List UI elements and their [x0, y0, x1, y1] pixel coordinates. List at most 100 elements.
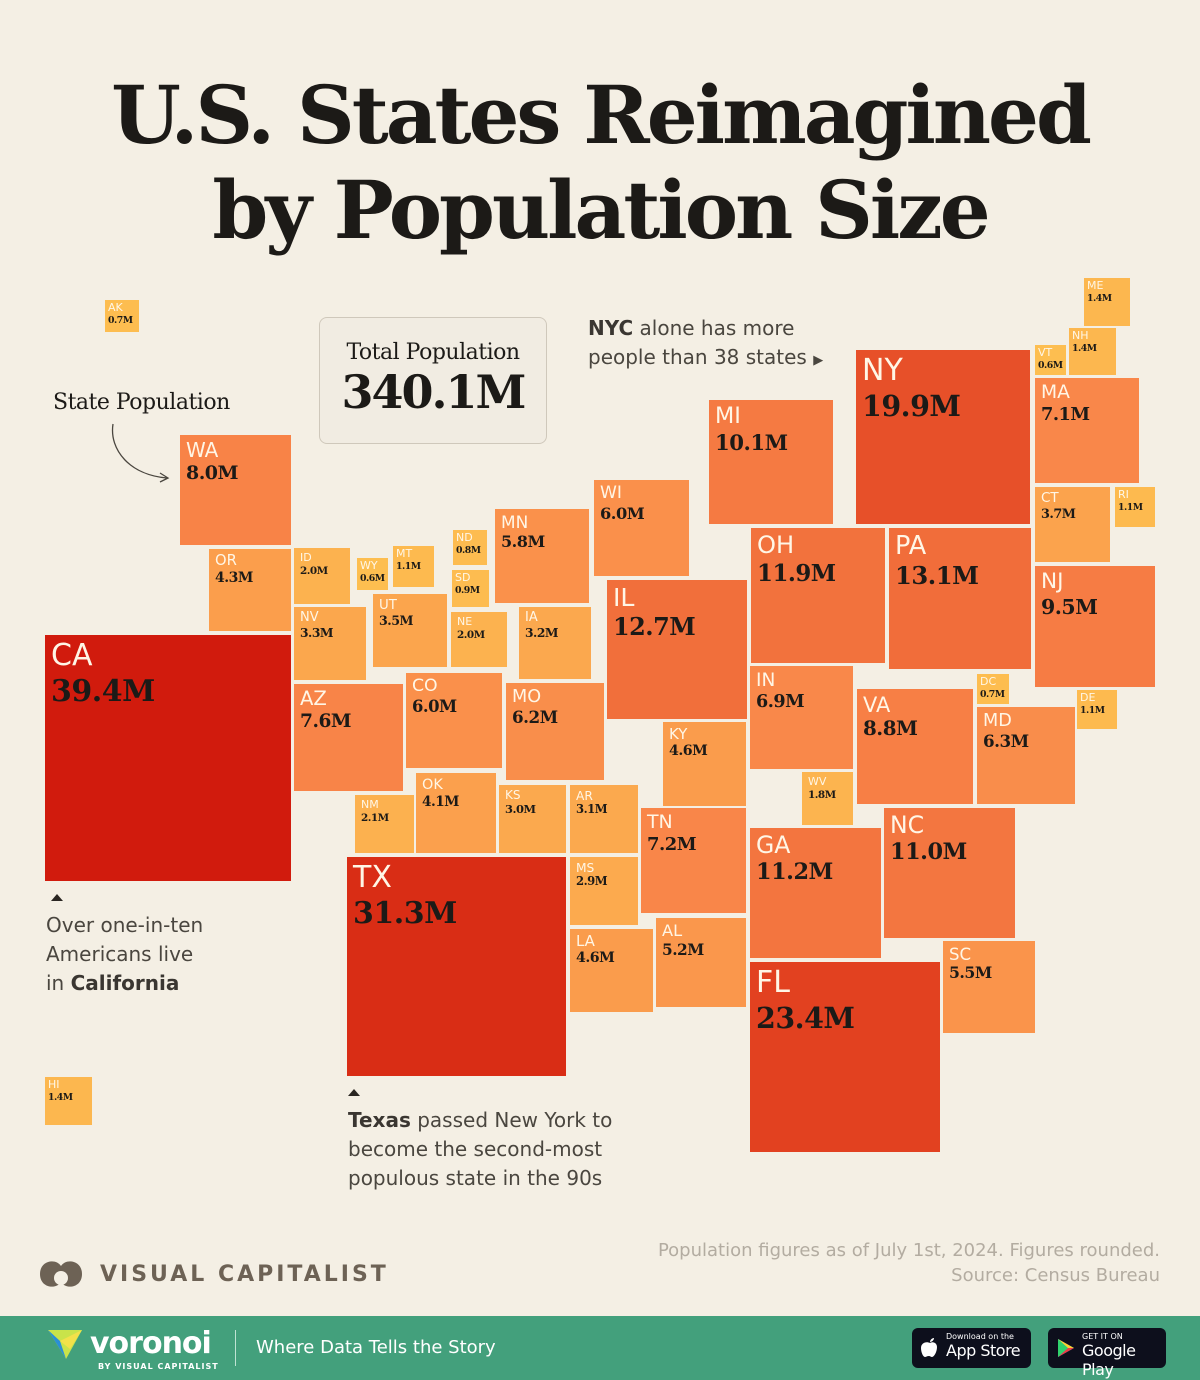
state-abbr: WY	[360, 559, 378, 572]
divider	[235, 1330, 236, 1366]
vc-logo-icon	[40, 1261, 82, 1287]
tx-text-3: populous state in the 90s	[348, 1166, 603, 1190]
state-il: IL 12.7M	[607, 580, 747, 719]
state-ak: AK 0.7M	[105, 300, 139, 332]
state-mi: MI 10.1M	[709, 400, 833, 524]
title-line-1: U.S. States Reimagined	[111, 68, 1092, 162]
state-population: 6.3M	[983, 731, 1029, 752]
state-population: 8.8M	[863, 716, 918, 740]
state-ks: KS 3.0M	[499, 785, 566, 853]
voronoi-wordmark: voronoi	[90, 1326, 212, 1361]
state-population: 6.9M	[756, 691, 805, 713]
nyc-text-2: people than 38 states	[588, 345, 807, 369]
state-population: 6.0M	[600, 503, 645, 523]
state-abbr: PA	[895, 531, 927, 561]
state-population: 8.0M	[186, 461, 239, 484]
state-population: 0.9M	[455, 584, 480, 596]
state-nd: ND 0.8M	[453, 530, 487, 565]
state-abbr: VA	[863, 693, 891, 717]
visual-capitalist-logo: VISUAL CAPITALIST	[36, 1256, 389, 1292]
google-play-button[interactable]: GET IT ON Google Play	[1048, 1328, 1166, 1379]
tx-note: Texas passed New York to become the seco…	[348, 1106, 612, 1193]
state-population: 6.0M	[412, 696, 457, 716]
total-label: Total Population	[346, 340, 520, 365]
state-population: 1.1M	[1080, 704, 1105, 716]
source-line-1: Population figures as of July 1st, 2024.…	[657, 1240, 1160, 1261]
state-la: LA 4.6M	[570, 929, 653, 1012]
state-abbr: OK	[422, 777, 443, 793]
state-id: ID 2.0M	[294, 548, 350, 604]
state-oh: OH 11.9M	[751, 528, 885, 663]
state-abbr: LA	[576, 932, 595, 950]
state-population: 0.6M	[1038, 359, 1063, 371]
state-population: 2.9M	[576, 874, 608, 889]
ca-bold: California	[70, 971, 180, 995]
source-line-2: Source: Census Bureau	[951, 1265, 1160, 1286]
state-population: 3.7M	[1041, 506, 1076, 522]
state-abbr: SC	[949, 945, 972, 964]
state-abbr: AK	[108, 301, 123, 314]
state-abbr: OH	[757, 531, 795, 559]
tx-text-1: passed New York to	[410, 1108, 613, 1132]
state-population: 13.1M	[895, 561, 979, 591]
state-co: CO 6.0M	[406, 673, 502, 768]
state-population: 1.8M	[808, 788, 836, 801]
state-tn: TN 7.2M	[641, 808, 746, 913]
total-value: 340.1M	[341, 365, 527, 419]
triangle-up-icon	[348, 1089, 360, 1096]
state-population: 1.1M	[1118, 501, 1143, 513]
state-abbr: HI	[48, 1078, 60, 1091]
state-population: 5.2M	[662, 940, 704, 959]
state-fl: FL 23.4M	[750, 962, 940, 1152]
state-ne: NE 2.0M	[451, 612, 507, 667]
state-ms: MS 2.9M	[570, 857, 638, 925]
state-population: 11.2M	[756, 859, 833, 886]
state-wi: WI 6.0M	[594, 480, 689, 576]
state-va: VA 8.8M	[857, 689, 973, 804]
state-population: 4.6M	[576, 950, 615, 967]
state-ky: KY 4.6M	[663, 722, 746, 806]
state-population: 3.1M	[576, 802, 608, 817]
state-abbr: NV	[300, 610, 319, 625]
state-abbr: MO	[512, 687, 542, 707]
state-abbr: RI	[1118, 488, 1129, 501]
state-population: 3.3M	[300, 624, 334, 640]
app-store-button[interactable]: Download on the App Store	[912, 1328, 1031, 1368]
state-abbr: MS	[576, 861, 595, 875]
state-population: 19.9M	[862, 388, 961, 423]
state-abbr: TN	[647, 811, 673, 833]
state-abbr: CT	[1041, 490, 1059, 506]
google-play-icon	[1058, 1339, 1074, 1357]
voronoi-logo[interactable]: voronoi BY VISUAL CAPITALIST	[46, 1326, 218, 1371]
state-abbr: AZ	[300, 687, 327, 710]
state-me: ME 1.4M	[1084, 278, 1130, 326]
state-abbr: MD	[983, 711, 1012, 731]
state-population: 10.1M	[715, 429, 788, 455]
state-population: 39.4M	[51, 673, 155, 709]
state-population: 3.0M	[505, 801, 536, 816]
title-line-2: by Population Size	[212, 163, 990, 257]
state-population: 4.1M	[422, 793, 459, 810]
ca-text-2: Americans live	[46, 942, 194, 966]
state-abbr: NH	[1072, 329, 1089, 342]
state-population: 4.6M	[669, 743, 708, 760]
state-az: AZ 7.6M	[294, 684, 403, 791]
state-abbr: NJ	[1041, 569, 1064, 594]
state-ut: UT 3.5M	[373, 594, 447, 667]
legend-label: State Population	[53, 390, 230, 415]
state-ia: IA 3.2M	[519, 607, 591, 679]
state-abbr: UT	[379, 598, 397, 613]
state-abbr: ME	[1087, 279, 1104, 292]
source-note: Population figures as of July 1st, 2024.…	[658, 1238, 1160, 1288]
tx-bold: Texas	[348, 1108, 411, 1132]
state-abbr: VT	[1038, 346, 1053, 359]
state-abbr: AR	[576, 789, 593, 803]
state-ca: CA 39.4M	[45, 635, 291, 881]
state-wy: WY 0.6M	[357, 558, 388, 590]
state-population: 1.4M	[48, 1091, 73, 1103]
triangle-up-icon	[51, 894, 63, 901]
state-abbr: NM	[361, 798, 379, 811]
state-population: 6.2M	[512, 707, 558, 728]
state-abbr: NC	[890, 811, 925, 839]
state-abbr: WI	[600, 483, 622, 503]
